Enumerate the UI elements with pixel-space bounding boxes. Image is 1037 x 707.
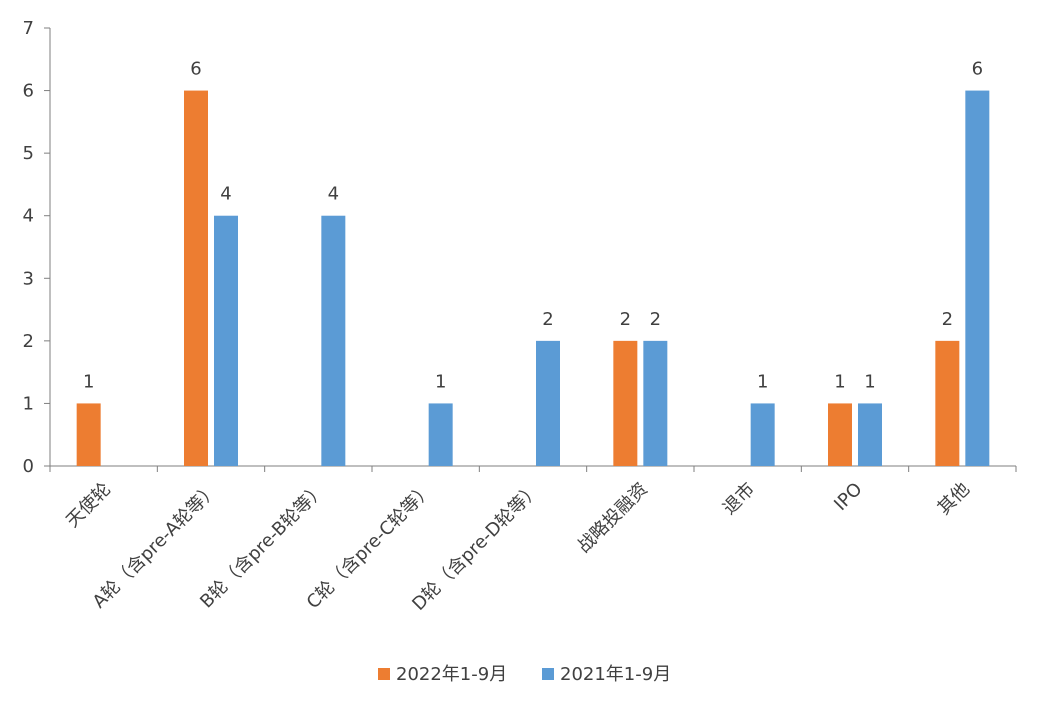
data-label: 1 [864, 371, 875, 392]
bar [965, 90, 990, 467]
bar [935, 340, 960, 466]
bar [214, 215, 238, 466]
data-label: 2 [942, 309, 953, 330]
bars-group [76, 90, 990, 467]
bar [184, 90, 208, 467]
bar [428, 403, 453, 466]
bar [828, 403, 852, 466]
y-tick-label: 6 [23, 81, 34, 102]
bar [858, 403, 882, 466]
bar [321, 215, 346, 466]
bar [76, 403, 101, 466]
x-axis [49, 465, 1017, 472]
data-label: 1 [83, 371, 94, 392]
bar [536, 340, 560, 466]
legend-label: 2022年1-9月 [396, 664, 507, 685]
y-tick-label: 1 [23, 393, 34, 414]
legend-swatch [378, 668, 390, 680]
data-label: 6 [972, 59, 983, 80]
data-label: 1 [834, 371, 845, 392]
data-label: 1 [435, 371, 446, 392]
category-label: 天使轮 [62, 479, 115, 532]
category-label: 其他 [934, 479, 974, 519]
bar [613, 340, 638, 466]
y-tick-label: 4 [23, 206, 34, 227]
category-label: 退市 [719, 479, 759, 519]
legend-label: 2021年1-9月 [560, 664, 671, 685]
data-label: 1 [757, 371, 768, 392]
category-labels-group: 天使轮A轮（含pre-A轮等）B轮（含pre-B轮等）C轮（含pre-C轮等）D… [62, 479, 974, 615]
legend: 2022年1-9月 2021年1-9月 [378, 664, 671, 685]
legend-swatch [542, 668, 554, 680]
y-tick-label: 3 [23, 268, 34, 289]
data-label: 4 [220, 184, 231, 205]
y-tick-label: 2 [23, 331, 34, 352]
category-label: 战略投融资 [573, 479, 651, 557]
y-axis: 0 1 2 3 4 5 6 7 [23, 18, 51, 477]
bar [750, 403, 775, 466]
bar [643, 340, 668, 466]
data-label: 2 [542, 309, 553, 330]
category-label: IPO [830, 479, 866, 515]
data-label: 6 [190, 59, 201, 80]
y-tick-label: 0 [23, 456, 34, 477]
data-label: 2 [650, 309, 661, 330]
y-tick-label: 5 [23, 143, 34, 164]
data-label: 4 [328, 184, 339, 205]
data-labels-group: 164 412 2 21 1 126 [83, 59, 983, 393]
data-label: 2 [620, 309, 631, 330]
y-tick-label: 7 [23, 18, 34, 39]
